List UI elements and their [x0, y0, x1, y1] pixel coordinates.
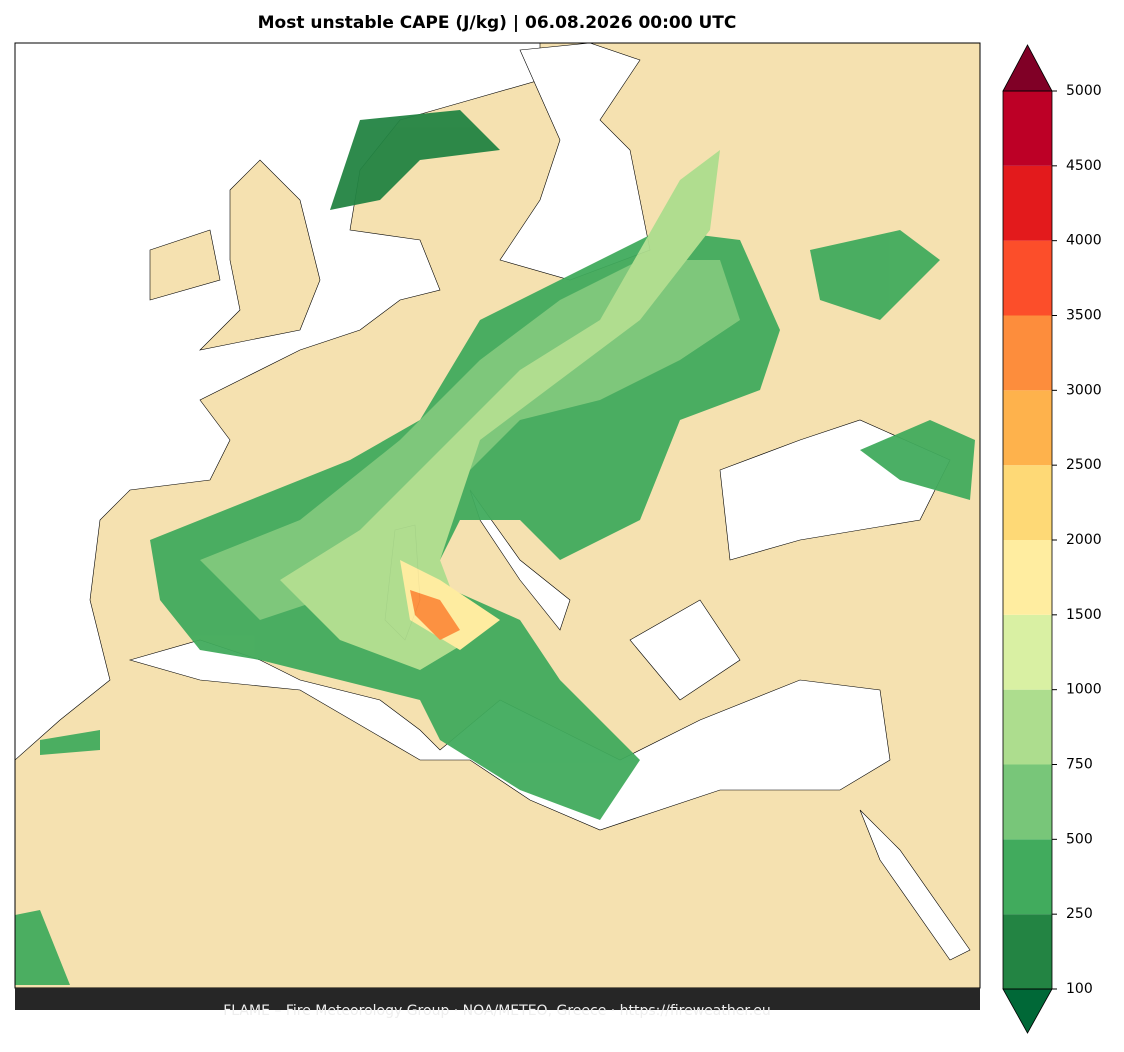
map: FLAME – Fire Meteorology Group · NOA/MET… — [14, 42, 981, 1019]
colorbar-tick-label: 3500 — [1066, 308, 1102, 324]
colorbar-segment — [1003, 839, 1052, 915]
colorbar-tick-label: 500 — [1066, 831, 1093, 847]
colorbar-segment — [1003, 764, 1052, 840]
cape-field — [15, 110, 975, 985]
colorbar-tick-label: 2000 — [1066, 532, 1102, 548]
colorbar-segment — [1003, 540, 1052, 615]
map-title: Most unstable CAPE (J/kg) | 06.08.2026 0… — [258, 13, 737, 33]
colorbar-segment — [1003, 165, 1052, 241]
colorbar-tick-label: 100 — [1066, 981, 1093, 997]
colorbar-tick-label: 250 — [1066, 906, 1093, 922]
colorbar-tick-label: 4000 — [1066, 233, 1102, 249]
footer-text: FLAME – Fire Meteorology Group · NOA/MET… — [223, 1003, 771, 1019]
colorbar-tick-label: 5000 — [1066, 83, 1102, 99]
colorbar-tick-label: 2500 — [1066, 457, 1102, 473]
footer-bar — [15, 988, 980, 1010]
colorbar-segment — [1003, 465, 1052, 540]
colorbar-segment — [1003, 614, 1052, 690]
colorbar-segment — [1003, 914, 1052, 989]
colorbar-segment — [1003, 91, 1052, 166]
colorbar-under-arrow — [1002, 988, 1053, 1034]
colorbar-over-arrow — [1002, 44, 1053, 92]
colorbar-segment — [1003, 390, 1052, 466]
colorbar-tick-label: 750 — [1066, 757, 1093, 773]
colorbar-segment — [1003, 315, 1052, 391]
colorbar-tick-label: 3000 — [1066, 382, 1102, 398]
colorbar-tick-label: 1000 — [1066, 682, 1102, 698]
colorbar-segment — [1003, 240, 1052, 316]
colorbar-segment — [1003, 689, 1052, 765]
colorbar-tick-label: 1500 — [1066, 607, 1102, 623]
colorbar-tick-label: 4500 — [1066, 158, 1102, 174]
colorbar: 100 250 500 750 1000 1500 2000 2500 3000 3500 4000… — [1002, 44, 1102, 1034]
